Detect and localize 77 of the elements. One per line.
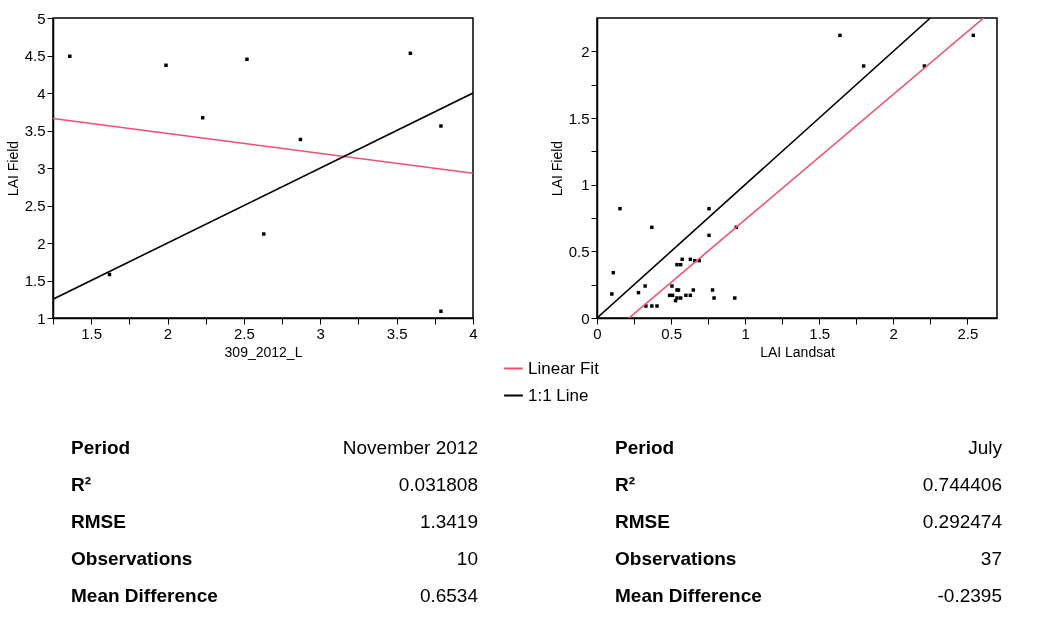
y-tick-label: 4.5 bbox=[24, 47, 46, 64]
point bbox=[68, 54, 72, 58]
x-tick-label: 1.5 bbox=[809, 324, 831, 342]
y-axis-title: LAI Field bbox=[548, 140, 565, 197]
point bbox=[707, 233, 711, 238]
point bbox=[670, 284, 674, 288]
point bbox=[655, 304, 659, 308]
x-tick-label: 0.5 bbox=[661, 324, 682, 342]
text: Period bbox=[615, 437, 675, 458]
text: November 2012 bbox=[342, 437, 478, 458]
text: 1.3419 bbox=[419, 511, 478, 532]
x-tick-label: 2 bbox=[163, 324, 173, 342]
legend-label: Linear Fit bbox=[528, 358, 600, 378]
y-axis-title: LAI Field bbox=[4, 140, 21, 197]
text: 0.6534 bbox=[419, 585, 479, 606]
text: RMSE bbox=[71, 511, 126, 532]
point bbox=[439, 124, 443, 128]
x-tick-label: 0 bbox=[593, 324, 602, 342]
y-tick-label: 3 bbox=[37, 159, 46, 177]
y-tick-label: 3.5 bbox=[24, 122, 46, 139]
point bbox=[691, 288, 696, 292]
text: -0.2395 bbox=[937, 585, 1002, 606]
text: Observations bbox=[71, 548, 193, 569]
y-tick-label: 1 bbox=[581, 176, 590, 194]
y-tick-label: 1 bbox=[37, 309, 46, 327]
point bbox=[838, 33, 842, 38]
y-tick-label: 2 bbox=[581, 42, 590, 60]
point bbox=[712, 296, 716, 300]
y-tick-label: 1.5 bbox=[568, 109, 590, 127]
x-tick-label: 1.5 bbox=[81, 324, 103, 342]
x-tick-label: 3.5 bbox=[386, 324, 408, 342]
legend-label: 1:1 Line bbox=[528, 385, 589, 405]
point bbox=[164, 63, 168, 67]
y-tick-label: 0 bbox=[581, 309, 590, 327]
y-tick-label: 2.5 bbox=[24, 197, 46, 214]
point bbox=[680, 257, 684, 262]
point bbox=[710, 288, 715, 292]
text: 0.744406 bbox=[922, 474, 1002, 495]
text: July bbox=[968, 437, 1003, 458]
point bbox=[643, 284, 647, 288]
text: R² bbox=[615, 474, 636, 495]
text: Period bbox=[71, 437, 131, 458]
text: 10 bbox=[456, 548, 478, 569]
point bbox=[675, 262, 679, 267]
point bbox=[650, 304, 654, 308]
x-tick-label: 4 bbox=[469, 324, 478, 342]
point bbox=[861, 64, 866, 68]
point bbox=[707, 206, 711, 211]
text: R² bbox=[71, 474, 92, 495]
point bbox=[245, 57, 249, 61]
point bbox=[678, 296, 683, 300]
y-tick-label: 4 bbox=[37, 84, 46, 102]
y-tick-label: 1.5 bbox=[24, 272, 46, 289]
x-tick-label: 2 bbox=[889, 324, 898, 342]
x-tick-label: 1 bbox=[741, 324, 750, 342]
point bbox=[262, 232, 266, 236]
y-tick-label: 2 bbox=[37, 234, 46, 252]
text: Observations bbox=[615, 548, 737, 569]
x-tick-label: 2.5 bbox=[957, 324, 979, 342]
point bbox=[610, 292, 614, 296]
text: 37 bbox=[980, 548, 1002, 569]
x-axis-title: 309_2012_L bbox=[224, 343, 303, 360]
point bbox=[439, 309, 443, 313]
y-tick-label: 0.5 bbox=[568, 242, 590, 260]
x-axis-title: LAI Landsat bbox=[760, 343, 835, 360]
point bbox=[650, 225, 654, 230]
text: RMSE bbox=[615, 511, 670, 532]
text: Mean Difference bbox=[71, 585, 218, 606]
x-tick-label: 3 bbox=[316, 324, 325, 342]
x-tick-label: 2.5 bbox=[233, 324, 255, 342]
point bbox=[618, 206, 622, 211]
y-tick-label: 5 bbox=[37, 9, 46, 27]
point bbox=[733, 296, 737, 300]
text: 0.292474 bbox=[922, 511, 1003, 532]
text: Mean Difference bbox=[615, 585, 762, 606]
text: 0.031808 bbox=[398, 474, 478, 495]
point bbox=[684, 293, 688, 298]
